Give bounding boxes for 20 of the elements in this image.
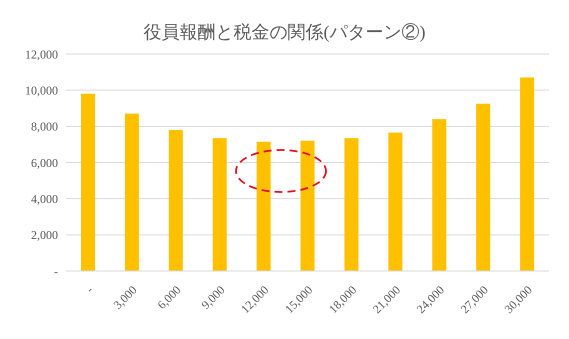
y-tick-label: 8,000 <box>31 120 58 134</box>
bar <box>81 94 95 271</box>
bar <box>476 104 490 271</box>
y-tick-label: 4,000 <box>31 192 58 206</box>
bar <box>388 132 402 271</box>
y-tick-label: 12,000 <box>25 47 58 62</box>
bar <box>124 114 139 271</box>
y-tick-label: 2,000 <box>31 228 58 242</box>
bar <box>212 138 227 271</box>
bar <box>344 138 358 271</box>
chart-title: 役員報酬と税金の関係(パターン②) <box>142 21 426 44</box>
y-tick-label: 10,000 <box>25 83 58 98</box>
y-tick-label: - <box>54 264 58 278</box>
bar <box>520 78 534 271</box>
bar <box>168 130 183 271</box>
bar <box>300 140 315 271</box>
x-tick-label: - <box>83 282 96 296</box>
bar <box>256 142 271 271</box>
y-tick-label: 6,000 <box>31 156 58 170</box>
bar <box>432 119 446 271</box>
